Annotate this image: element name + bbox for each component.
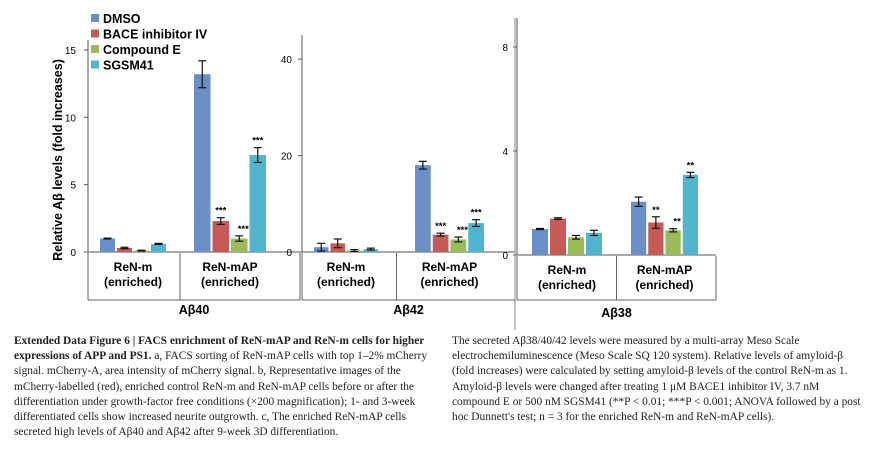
y-tick-label: 4 [502,147,508,158]
category-label: ReN-mAP [202,260,257,274]
caption-right-body: The secreted Aβ38/40/42 levels were meas… [452,335,861,424]
bar-dmso [532,229,548,255]
bar-compound-e [665,230,681,255]
legend-label: Compound E [103,43,181,57]
bar-sgsm41 [468,223,484,252]
bar-bace-inhibitor-iv [212,221,229,252]
significance-label: ** [687,160,695,171]
category-label: ReN-m [327,260,366,274]
caption-title: Extended Data Figure 6 | FACS enrichment… [14,335,425,363]
legend-swatch [91,60,99,69]
category-label: (enriched) [538,278,596,292]
legend-swatch [91,45,99,53]
legend-label: BACE inhibitor IV [103,28,208,42]
category-label: (enriched) [317,275,375,289]
y-tick-label: 0 [286,248,292,259]
category-label: (enriched) [104,275,162,289]
panel-label: Aβ38 [601,306,632,320]
significance-label: ** [673,217,681,228]
bar-dmso [100,238,115,252]
category-label: (enriched) [635,278,693,292]
y-tick-label: 8 [502,43,508,54]
bar-dmso [415,165,431,252]
significance-label: *** [471,208,482,219]
legend-label: SGSM41 [103,59,154,73]
y-tick-label: 10 [65,113,77,124]
y-axis-title: Relative Aβ levels (fold increases) [51,59,65,261]
figure-panel-c: 051015*********ReN-m(enriched)ReN-mAP(en… [51,12,717,330]
bar-compound-e [568,237,584,255]
y-tick-label: 15 [65,46,77,57]
category-label: (enriched) [420,275,478,289]
bar-dmso [194,74,211,253]
caption-left: Extended Data Figure 6 | FACS enrichment… [14,334,434,440]
bar-bace-inhibitor-iv [117,247,132,252]
category-label: ReN-m [114,260,153,274]
bar-compound-e [231,238,248,252]
significance-label: *** [252,136,263,147]
panel-label: Aβ42 [393,303,424,317]
y-tick-label: 5 [70,181,76,192]
legend-swatch [91,14,99,22]
caption-left-body: a, FACS sorting of ReN-mAP cells with to… [14,350,428,439]
y-tick-label: 20 [281,152,293,163]
bar-sgsm41 [682,174,698,255]
bar-sgsm41 [586,232,602,255]
bar-bace-inhibitor-iv [432,234,449,252]
bar-dmso [631,201,647,255]
significance-label: *** [435,221,446,232]
legend-swatch [91,29,99,38]
y-tick-label: 0 [502,251,508,262]
bar-bace-inhibitor-iv [648,222,664,255]
significance-label: *** [238,224,249,235]
legend-label: DMSO [103,12,141,26]
bar-bace-inhibitor-iv [550,218,566,255]
significance-label: *** [457,225,468,236]
significance-label: ** [652,205,660,216]
caption-right: The secreted Aβ38/40/42 levels were meas… [452,334,866,425]
bar-sgsm41 [151,243,166,252]
y-tick-label: 0 [70,248,76,259]
significance-label: *** [215,206,226,217]
category-label: (enriched) [201,275,259,289]
bar-compound-e [450,239,467,252]
category-label: ReN-m [548,263,587,277]
y-tick-label: 40 [281,55,293,66]
bar-sgsm41 [249,155,266,252]
panel-label: Aβ40 [179,303,210,317]
category-label: ReN-mAP [422,260,477,274]
category-label: ReN-mAP [637,263,692,277]
